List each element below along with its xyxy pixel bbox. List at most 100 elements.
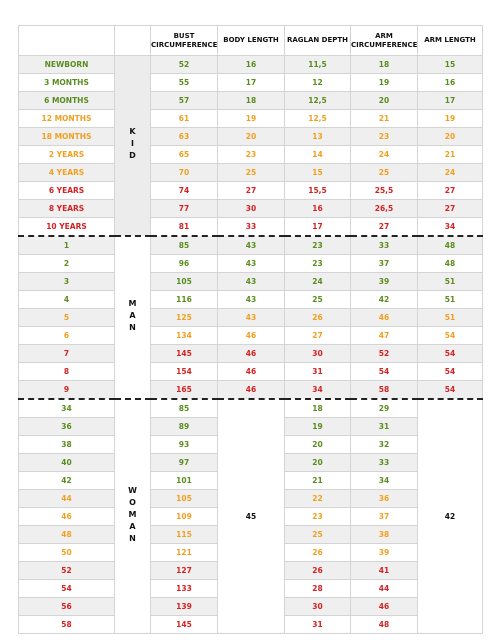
value-cell: 31 <box>284 362 351 381</box>
size-cell: 1 <box>18 235 115 255</box>
value-cell: 18 <box>284 398 351 418</box>
value-cell: 30 <box>284 597 351 616</box>
value-cell: 48 <box>350 615 418 634</box>
table-row: 4 YEARS 70 25 15 25 24 <box>18 163 483 182</box>
value-cell: 39 <box>350 543 418 562</box>
size-cell: 6 YEARS <box>18 181 115 200</box>
value-cell: 25 <box>350 163 418 182</box>
value-cell: 27 <box>417 181 483 200</box>
size-cell: 50 <box>18 543 115 562</box>
table-body: NEWBORN KID 52 16 11,5 18 15 3 MONTHS 55 17 12 19 16… <box>18 55 483 634</box>
size-cell: 12 MONTHS <box>18 109 115 128</box>
value-cell: 12 <box>284 73 351 92</box>
value-cell: 43 <box>217 308 285 327</box>
column-header: RAGLAN DEPTH <box>284 25 351 56</box>
table-row: 6 MONTHS 57 18 12,5 20 17 <box>18 91 483 110</box>
value-cell: 29 <box>350 398 418 418</box>
value-cell: 31 <box>284 615 351 634</box>
value-cell: 24 <box>417 163 483 182</box>
table-row: 2 96 43 23 37 48 <box>18 254 483 273</box>
value-cell: 30 <box>284 344 351 363</box>
value-cell: 65 <box>150 145 218 164</box>
value-cell: 25 <box>217 163 285 182</box>
size-cell: 52 <box>18 561 115 580</box>
value-cell: 20 <box>284 435 351 454</box>
size-cell: 4 <box>18 290 115 309</box>
value-cell: 46 <box>217 344 285 363</box>
group-cell: MAN <box>114 235 151 400</box>
value-cell: 154 <box>150 362 218 381</box>
group-cell: KID <box>114 55 151 237</box>
table-row: 3 MONTHS 55 17 12 19 16 <box>18 73 483 92</box>
value-cell: 43 <box>217 272 285 291</box>
size-cell: 34 <box>18 398 115 418</box>
value-cell: 46 <box>350 597 418 616</box>
value-cell: 44 <box>350 579 418 598</box>
value-cell: 37 <box>350 254 418 273</box>
group-label: KID <box>128 126 137 163</box>
value-cell: 145 <box>150 344 218 363</box>
value-cell: 20 <box>217 127 285 146</box>
value-cell: 55 <box>150 73 218 92</box>
value-cell: 33 <box>350 453 418 472</box>
value-cell: 134 <box>150 326 218 345</box>
value-cell: 46 <box>217 326 285 345</box>
size-cell: 6 <box>18 326 115 345</box>
value-cell: 51 <box>417 272 483 291</box>
size-cell: 9 <box>18 380 115 400</box>
value-cell: 37 <box>350 507 418 526</box>
value-cell: 85 <box>150 235 218 255</box>
value-cell: 34 <box>417 217 483 237</box>
table-row: 5 125 43 26 46 51 <box>18 308 483 327</box>
table-row: 10 YEARS 81 33 17 27 34 <box>18 217 483 237</box>
value-cell: 48 <box>417 235 483 255</box>
value-cell: 54 <box>417 344 483 363</box>
value-cell: 18 <box>217 91 285 110</box>
value-cell: 34 <box>350 471 418 490</box>
value-cell: 28 <box>284 579 351 598</box>
value-cell: 15,5 <box>284 181 351 200</box>
value-cell: 43 <box>217 290 285 309</box>
value-cell: 24 <box>284 272 351 291</box>
table-row: 1 MAN 85 43 23 33 48 <box>18 235 483 400</box>
value-cell: 17 <box>284 217 351 237</box>
value-cell: 52 <box>150 55 218 74</box>
value-cell: 105 <box>150 272 218 291</box>
size-cell: 8 <box>18 362 115 381</box>
value-cell: 18 <box>350 55 418 74</box>
size-cell: 8 YEARS <box>18 199 115 218</box>
value-cell: 52 <box>350 344 418 363</box>
size-cell: 18 MONTHS <box>18 127 115 146</box>
size-cell: 40 <box>18 453 115 472</box>
value-cell: 27 <box>417 199 483 218</box>
size-cell: 2 <box>18 254 115 273</box>
value-cell: 93 <box>150 435 218 454</box>
empty-header <box>114 25 151 56</box>
value-cell: 43 <box>217 254 285 273</box>
table-row: 7 145 46 30 52 54 <box>18 344 483 363</box>
column-header: BUST CIRCUMFERENCE <box>150 25 218 56</box>
value-cell: 51 <box>417 290 483 309</box>
value-cell: 31 <box>350 417 418 436</box>
value-cell: 38 <box>350 525 418 544</box>
value-cell: 96 <box>150 254 218 273</box>
value-cell: 105 <box>150 489 218 508</box>
value-cell: 58 <box>350 380 418 400</box>
size-cell: 3 MONTHS <box>18 73 115 92</box>
value-cell: 25 <box>284 525 351 544</box>
table-row: 8 154 46 31 54 54 <box>18 362 483 381</box>
size-cell: 7 <box>18 344 115 363</box>
value-cell: 139 <box>150 597 218 616</box>
value-cell: 26,5 <box>350 199 418 218</box>
value-cell: 23 <box>284 254 351 273</box>
value-cell: 27 <box>350 217 418 237</box>
value-cell: 21 <box>350 109 418 128</box>
value-cell: 26 <box>284 543 351 562</box>
value-cell: 27 <box>284 326 351 345</box>
value-cell: 165 <box>150 380 218 400</box>
size-cell: 5 <box>18 308 115 327</box>
size-cell: NEWBORN <box>18 55 115 74</box>
value-cell: 19 <box>350 73 418 92</box>
value-cell: 15 <box>417 55 483 74</box>
